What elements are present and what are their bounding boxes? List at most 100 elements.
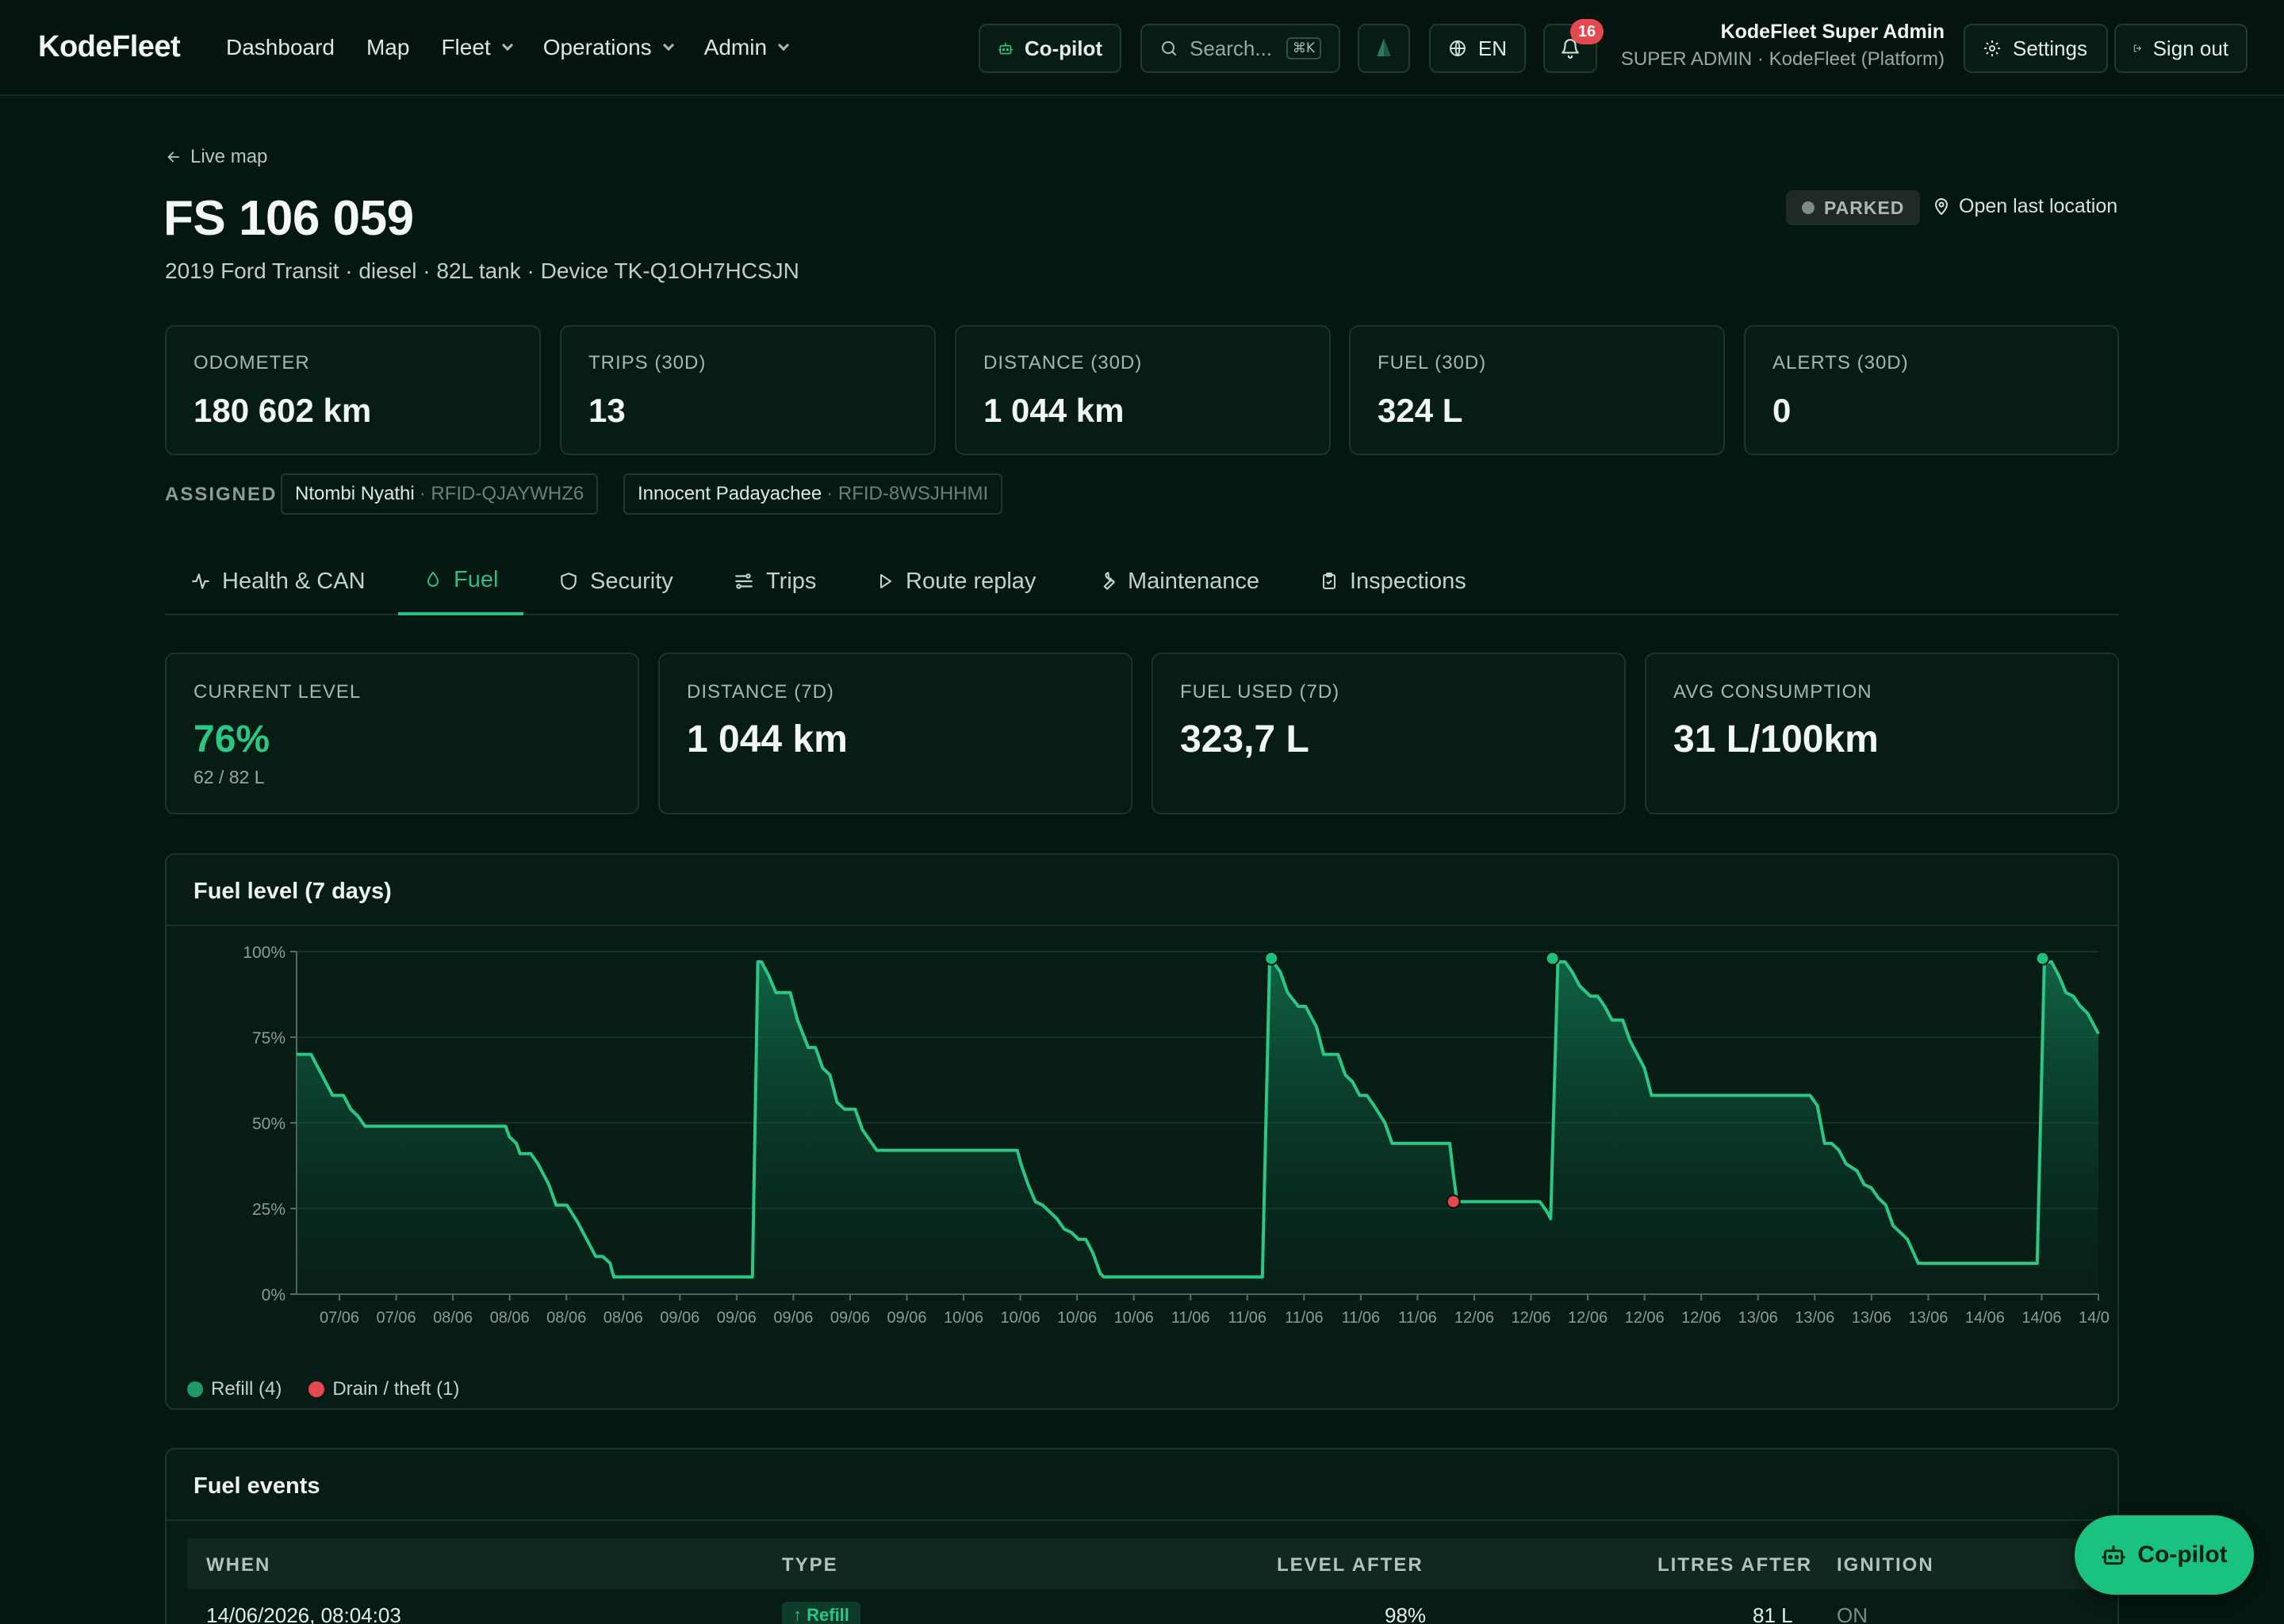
stat-value: 1 044 km	[983, 392, 1125, 429]
y-tick-label: 0%	[262, 1286, 286, 1304]
stat-label: ALERTS (30D)	[1772, 352, 1909, 373]
fab-label: Co-pilot	[2137, 1542, 2228, 1568]
tab-security[interactable]: Security	[558, 547, 673, 615]
tab-route-replay[interactable]: Route replay	[876, 547, 1036, 615]
play-icon	[880, 574, 891, 588]
open-last-location-link[interactable]: Open last location	[1932, 195, 2117, 218]
wrench-icon	[1103, 572, 1115, 590]
assigned-label: ASSIGNED	[165, 484, 278, 505]
kpi-card-avg-consumption: AVG CONSUMPTION 31 L/100km	[1645, 653, 2119, 814]
type-badge-label: Refill	[807, 1605, 849, 1624]
kpi-label: DISTANCE (7D)	[687, 681, 834, 703]
copilot-floating-button[interactable]: Co-pilot	[2075, 1515, 2254, 1595]
legend-swatch	[308, 1381, 325, 1397]
table-row[interactable]: 14/06/2026, 08:04:03 ↑ Refill 98% 81 L O…	[187, 1602, 2097, 1624]
search-input[interactable]: Search... ⌘K	[1140, 24, 1340, 73]
cell-litres-after: 81 L	[1753, 1603, 1793, 1624]
kpi-label: AVG CONSUMPTION	[1673, 681, 1872, 703]
tab-fuel[interactable]: Fuel	[398, 547, 524, 615]
column-header-type[interactable]: TYPE	[782, 1554, 838, 1576]
map-pin-icon	[1934, 197, 1949, 215]
column-header-litres-after[interactable]: LITRES AFTER	[1657, 1554, 1813, 1576]
tab-inspections[interactable]: Inspections	[1320, 547, 1466, 615]
kpi-card-fuel-used-7d: FUEL USED (7D) 323,7 L	[1152, 653, 1626, 814]
column-header-level-after[interactable]: LEVEL AFTER	[1277, 1554, 1424, 1576]
x-tick-label: 08/06	[490, 1309, 530, 1327]
column-header-ignition[interactable]: IGNITION	[1837, 1554, 1934, 1576]
x-tick-label: 09/06	[717, 1309, 757, 1327]
x-tick-label: 08/06	[546, 1309, 586, 1327]
copilot-button[interactable]: Co-pilot	[979, 24, 1121, 73]
x-tick-label: 12/06	[1681, 1309, 1721, 1327]
x-tick-label: 14/06	[2021, 1309, 2061, 1327]
tab-label: Inspections	[1350, 568, 1466, 594]
y-tick-label: 50%	[252, 1115, 286, 1133]
kpi-subtext: 62 / 82 L	[194, 767, 265, 787]
table-header: WHEN TYPE LEVEL AFTER LITRES AFTER IGNIT…	[187, 1538, 2097, 1589]
stat-card-distance: DISTANCE (30D) 1 044 km	[955, 325, 1331, 455]
user-role: SUPER ADMIN · KodeFleet (Platform)	[1620, 48, 1945, 70]
tenant-switch-button[interactable]	[1358, 24, 1410, 73]
bot-icon	[2102, 1545, 2126, 1565]
top-navigation-bar: KodeFleet Dashboard Map Fleet Operations…	[0, 0, 2284, 96]
legend-label: Refill (4)	[211, 1378, 282, 1400]
open-last-location-label: Open last location	[1959, 195, 2118, 217]
column-header-when[interactable]: WHEN	[206, 1554, 271, 1576]
tab-maintenance[interactable]: Maintenance	[1096, 547, 1259, 615]
x-tick-label: 13/06	[1908, 1309, 1948, 1327]
nav-admin[interactable]: Admin	[703, 35, 790, 60]
x-tick-label: 12/06	[1625, 1309, 1665, 1327]
driver-rfid-value: RFID-QJAYWHZ6	[431, 483, 584, 504]
fuel-level-chart[interactable]: 0% 25% 50% 75% 100% 07/06 07/06 08/06 08/06 08/06…	[174, 939, 2110, 1351]
x-tick-label: 08/06	[433, 1309, 473, 1327]
kpi-value: 323,7 L	[1180, 718, 1309, 760]
settings-button[interactable]: Settings	[1964, 24, 2108, 73]
language-selector[interactable]: EN	[1429, 24, 1526, 73]
driver-chip[interactable]: Ntombi Nyathi · RFID-QJAYWHZ6	[281, 473, 599, 515]
driver-chip[interactable]: Innocent Padayachee · RFID-8WSJHHMI	[623, 473, 1003, 515]
app-logo[interactable]: KodeFleet	[38, 30, 181, 63]
fuel-level-chart-panel: Fuel level (7 days) 0% 25% 50% 75% 100% 07/06…	[165, 853, 2119, 1410]
tab-trips[interactable]: Trips	[733, 547, 816, 615]
x-tick-label: 13/06	[1738, 1309, 1778, 1327]
status-dot-icon	[1802, 201, 1815, 214]
divider	[167, 925, 2117, 926]
nav-dashboard-label: Dashboard	[226, 35, 335, 59]
driver-rfid: · RFID-8WSJHHMI	[826, 483, 989, 504]
tab-health-can[interactable]: Health & CAN	[190, 547, 366, 615]
sign-out-button[interactable]: Sign out	[2114, 24, 2248, 73]
kpi-value: 76%	[194, 718, 270, 760]
legend-drain[interactable]: Drain / theft (1)	[308, 1378, 459, 1400]
x-tick-label: 08/06	[604, 1309, 643, 1327]
vehicle-plate-title: FS 106 059	[163, 191, 414, 246]
chart-title: Fuel level (7 days)	[194, 879, 392, 904]
cell-when: 14/06/2026, 08:04:03	[206, 1603, 401, 1624]
back-to-live-map-link[interactable]: Live map	[165, 146, 267, 168]
search-shortcut: ⌘K	[1286, 37, 1321, 59]
nav-map[interactable]: Map	[366, 35, 409, 60]
language-label: EN	[1477, 36, 1507, 60]
nav-dashboard[interactable]: Dashboard	[226, 35, 335, 60]
y-tick-label: 25%	[252, 1201, 286, 1219]
x-tick-label: 10/06	[944, 1309, 983, 1327]
kpi-label: CURRENT LEVEL	[194, 681, 362, 703]
user-info: KodeFleet Super Admin SUPER ADMIN · Kode…	[1621, 21, 1945, 71]
chevron-down-icon	[501, 39, 513, 52]
bell-icon	[1562, 39, 1579, 59]
nav-admin-label: Admin	[703, 35, 768, 59]
sign-out-label: Sign out	[2152, 36, 2228, 60]
legend-refill[interactable]: Refill (4)	[187, 1378, 282, 1400]
stat-value: 0	[1772, 392, 1792, 429]
bot-icon	[998, 42, 1013, 55]
stat-value: 324 L	[1378, 392, 1463, 429]
chart-legend: Refill (4) Drain / theft (1)	[187, 1378, 459, 1400]
x-tick-label: 12/06	[1568, 1309, 1608, 1327]
droplet-icon	[427, 572, 439, 587]
stat-value: 13	[588, 392, 626, 429]
logout-icon	[2133, 44, 2141, 52]
nav-fleet[interactable]: Fleet	[441, 35, 513, 60]
tab-label: Trips	[766, 568, 817, 594]
nav-operations[interactable]: Operations	[543, 35, 674, 60]
tab-label: Route replay	[906, 568, 1037, 594]
refill-marker	[2035, 951, 2050, 966]
